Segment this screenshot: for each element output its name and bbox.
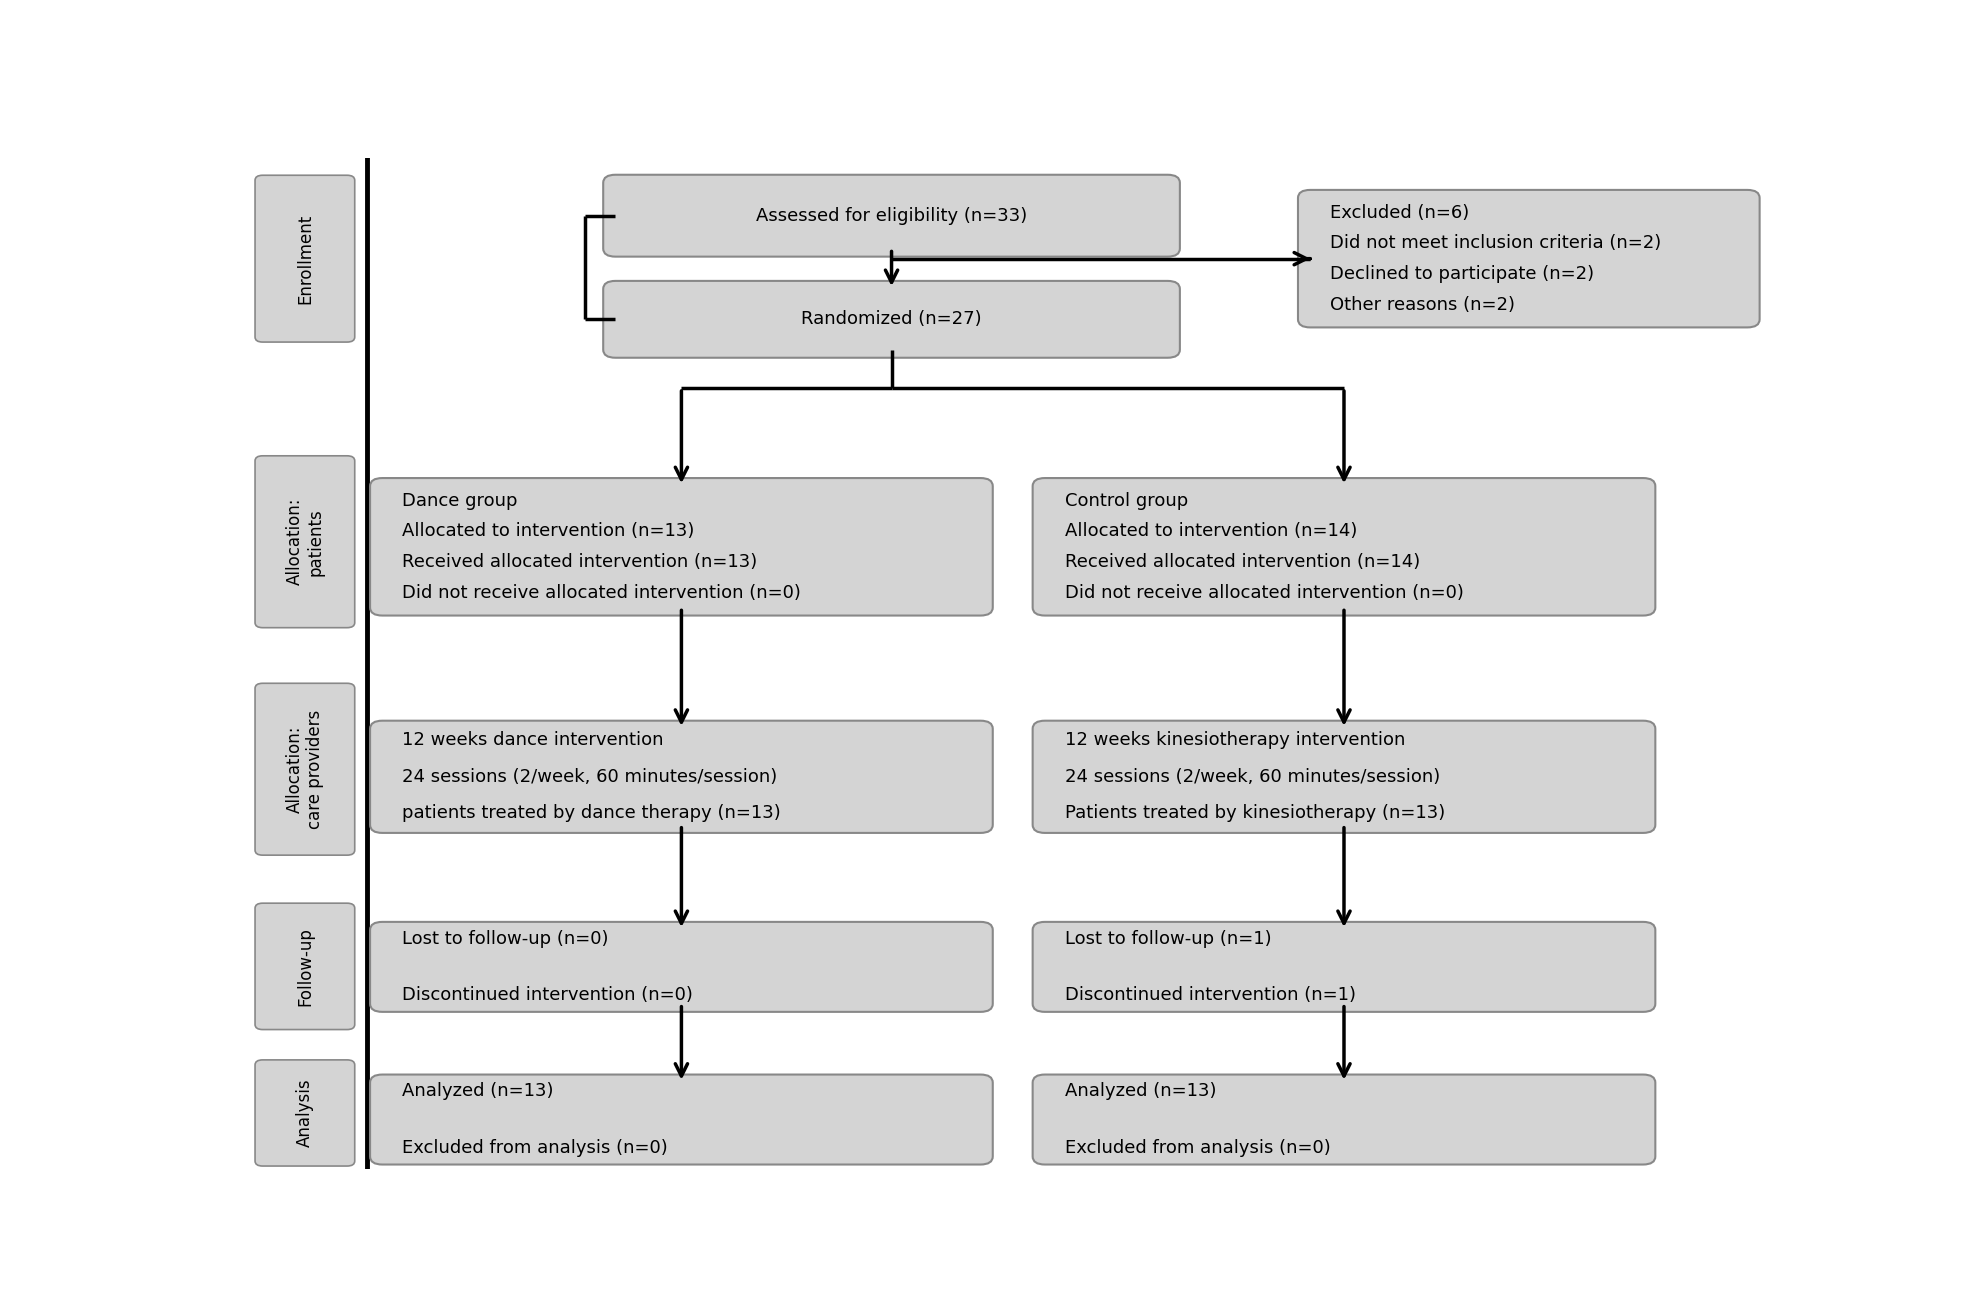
Text: Control group: Control group <box>1065 491 1187 509</box>
Text: Analysis: Analysis <box>297 1079 315 1148</box>
Text: Follow-up: Follow-up <box>297 927 315 1006</box>
Text: 24 sessions (2/week, 60 minutes/session): 24 sessions (2/week, 60 minutes/session) <box>1065 768 1441 785</box>
Text: Assessed for eligibility (n=33): Assessed for eligibility (n=33) <box>756 206 1027 225</box>
Text: Analyzed (n=13): Analyzed (n=13) <box>1065 1082 1217 1100</box>
FancyBboxPatch shape <box>1033 478 1654 616</box>
Text: Enrollment: Enrollment <box>297 214 315 303</box>
Text: Excluded (n=6): Excluded (n=6) <box>1330 204 1470 222</box>
FancyBboxPatch shape <box>255 456 354 628</box>
Text: Lost to follow-up (n=1): Lost to follow-up (n=1) <box>1065 930 1271 948</box>
Text: Received allocated intervention (n=13): Received allocated intervention (n=13) <box>402 553 758 571</box>
FancyBboxPatch shape <box>1033 721 1654 832</box>
FancyBboxPatch shape <box>370 922 993 1012</box>
Text: Dance group: Dance group <box>402 491 518 509</box>
Text: 24 sessions (2/week, 60 minutes/session): 24 sessions (2/week, 60 minutes/session) <box>402 768 778 785</box>
Text: Discontinued intervention (n=0): Discontinued intervention (n=0) <box>402 986 693 1004</box>
FancyBboxPatch shape <box>1033 922 1654 1012</box>
FancyBboxPatch shape <box>1298 190 1759 327</box>
Text: Declined to participate (n=2): Declined to participate (n=2) <box>1330 265 1595 284</box>
FancyBboxPatch shape <box>370 478 993 616</box>
Text: Allocated to intervention (n=13): Allocated to intervention (n=13) <box>402 523 695 541</box>
Text: Discontinued intervention (n=1): Discontinued intervention (n=1) <box>1065 986 1356 1004</box>
Text: 12 weeks kinesiotherapy intervention: 12 weeks kinesiotherapy intervention <box>1065 731 1405 750</box>
Text: Did not meet inclusion criteria (n=2): Did not meet inclusion criteria (n=2) <box>1330 234 1662 252</box>
Text: Lost to follow-up (n=0): Lost to follow-up (n=0) <box>402 930 610 948</box>
Text: Allocation:
care providers: Allocation: care providers <box>285 709 325 829</box>
FancyBboxPatch shape <box>255 683 354 855</box>
FancyBboxPatch shape <box>604 281 1179 357</box>
Text: Did not receive allocated intervention (n=0): Did not receive allocated intervention (… <box>1065 584 1464 601</box>
FancyBboxPatch shape <box>1033 1074 1654 1165</box>
Text: Other reasons (n=2): Other reasons (n=2) <box>1330 295 1516 314</box>
Text: Patients treated by kinesiotherapy (n=13): Patients treated by kinesiotherapy (n=13… <box>1065 805 1445 822</box>
FancyBboxPatch shape <box>370 721 993 832</box>
FancyBboxPatch shape <box>255 175 354 343</box>
Text: Did not receive allocated intervention (n=0): Did not receive allocated intervention (… <box>402 584 801 601</box>
FancyBboxPatch shape <box>255 1060 354 1166</box>
FancyBboxPatch shape <box>255 903 354 1029</box>
Text: Excluded from analysis (n=0): Excluded from analysis (n=0) <box>1065 1138 1330 1157</box>
Text: patients treated by dance therapy (n=13): patients treated by dance therapy (n=13) <box>402 805 782 822</box>
Text: Received allocated intervention (n=14): Received allocated intervention (n=14) <box>1065 553 1421 571</box>
Text: Allocated to intervention (n=14): Allocated to intervention (n=14) <box>1065 523 1358 541</box>
Text: Analyzed (n=13): Analyzed (n=13) <box>402 1082 554 1100</box>
FancyBboxPatch shape <box>370 1074 993 1165</box>
Text: Excluded from analysis (n=0): Excluded from analysis (n=0) <box>402 1138 669 1157</box>
FancyBboxPatch shape <box>604 175 1179 256</box>
Text: Randomized (n=27): Randomized (n=27) <box>801 310 982 328</box>
Text: Allocation:
patients: Allocation: patients <box>285 498 325 586</box>
Text: 12 weeks dance intervention: 12 weeks dance intervention <box>402 731 663 750</box>
